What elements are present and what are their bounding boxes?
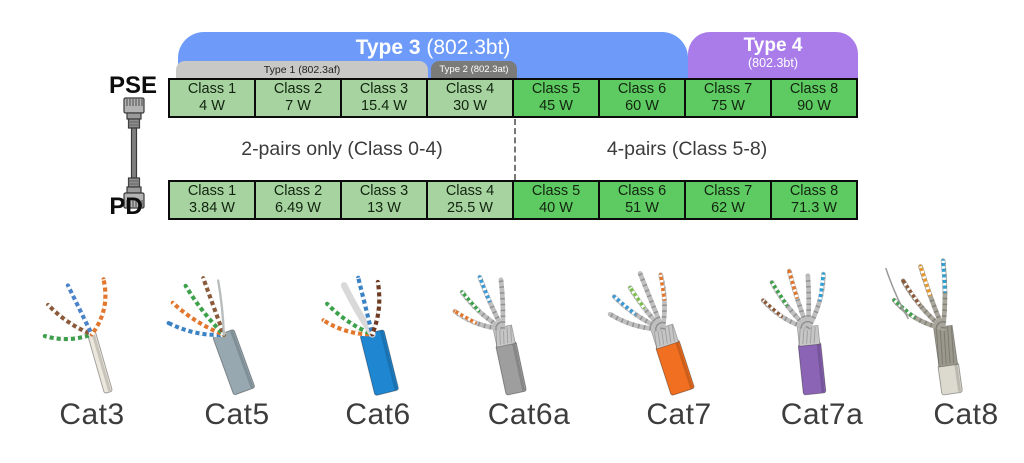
pse-cell-class6: Class 6 60 W — [598, 78, 686, 118]
cable-figure-cat6a: Cat6a — [452, 236, 604, 432]
cat6-cable-image — [321, 275, 399, 396]
pd-class2-power: 6.49 W — [275, 200, 321, 216]
ethernet-cable-icon — [123, 97, 145, 209]
cat5-cable-image — [166, 276, 255, 396]
cat7-label: Cat7 — [646, 398, 712, 431]
pse-class7-name: Class 7 — [703, 81, 753, 97]
pse-class3-power: 15.4 W — [361, 98, 407, 114]
cat6a-label: Cat6a — [487, 398, 571, 431]
cable-figure-cat6: Cat6 — [303, 236, 453, 432]
pd-cell-class2: Class 2 6.49 W — [254, 180, 342, 220]
pse-class2-name: Class 2 — [273, 81, 323, 97]
pd-label: PD — [109, 193, 143, 220]
pd-cell-class6: Class 6 51 W — [598, 180, 686, 220]
pd-class1-name: Class 1 — [187, 183, 237, 199]
cat7-cable-image — [607, 271, 695, 396]
cable-figure-cat5: Cat5 — [162, 236, 312, 432]
cat8-label: Cat8 — [933, 398, 999, 431]
pse-class4-power: 30 W — [453, 98, 487, 114]
pse-class6-name: Class 6 — [617, 81, 667, 97]
cable-figure-cat7a: Cat7a — [747, 236, 897, 432]
pse-class8-name: Class 8 — [789, 81, 839, 97]
pse-class6-power: 60 W — [625, 98, 659, 114]
cat7a-cable-image — [760, 268, 827, 396]
cat8-cable-image — [885, 258, 963, 396]
pd-class7-power: 62 W — [711, 200, 745, 216]
pd-cell-class7: Class 7 62 W — [684, 180, 772, 220]
cat7a-label: Cat7a — [780, 398, 864, 431]
pse-class2-power: 7 W — [285, 98, 311, 114]
pse-class7-power: 75 W — [711, 98, 745, 114]
type3-subtitle: (802.3bt) — [426, 36, 511, 59]
cat3-label: Cat3 — [59, 398, 125, 431]
type2-banner: Type 2 (802.3at) — [431, 61, 517, 78]
cat6-label: Cat6 — [345, 398, 411, 431]
pse-class3-name: Class 3 — [359, 81, 409, 97]
type4-subtitle: (802.3bt) — [747, 56, 799, 70]
pd-class4-power: 25.5 W — [447, 200, 493, 216]
pd-class3-power: 13 W — [367, 200, 401, 216]
pd-cell-class4: Class 4 25.5 W — [426, 180, 514, 220]
pd-class6-power: 51 W — [625, 200, 659, 216]
type4-title: Type 4 — [743, 35, 803, 56]
pd-cell-class3: Class 3 13 W — [340, 180, 428, 220]
cable-figure-cat3: Cat3 — [17, 236, 167, 432]
type3-banner-text: Type 3 (802.3bt) — [178, 35, 688, 61]
pd-cell-class5: Class 5 40 W — [512, 180, 600, 220]
pse-class8-power: 90 W — [797, 98, 831, 114]
type3-title: Type 3 — [355, 36, 421, 59]
pse-class1-power: 4 W — [199, 98, 225, 114]
pse-class5-name: Class 5 — [531, 81, 581, 97]
pd-class2-name: Class 2 — [273, 183, 323, 199]
cat3-cable-image — [42, 277, 113, 394]
pd-class4-name: Class 4 — [445, 183, 495, 199]
pse-label: PSE — [108, 72, 158, 99]
pse-class1-name: Class 1 — [187, 81, 237, 97]
cable-figure-cat7: Cat7 — [604, 236, 754, 432]
pse-cell-class5: Class 5 45 W — [512, 78, 600, 118]
pse-class4-name: Class 4 — [445, 81, 495, 97]
pd-class7-name: Class 7 — [703, 183, 753, 199]
two-pairs-note: 2-pairs only (Class 0-4) — [241, 137, 443, 160]
cat5-label: Cat5 — [204, 398, 270, 431]
cable-figure-cat8: Cat8 — [885, 236, 1024, 432]
pd-class8-power: 71.3 W — [791, 200, 837, 216]
pd-cell-class8: Class 8 71.3 W — [770, 180, 858, 220]
pd-cell-class1: Class 1 3.84 W — [168, 180, 256, 220]
pd-class3-name: Class 3 — [359, 183, 409, 199]
pd-class5-name: Class 5 — [531, 183, 581, 199]
type1-banner: Type 1 (802.3af) — [176, 61, 428, 78]
pairs-divider-line — [514, 119, 516, 180]
pd-class8-name: Class 8 — [789, 183, 839, 199]
pse-cell-class4: Class 4 30 W — [426, 78, 514, 118]
pse-cell-class8: Class 8 90 W — [770, 78, 858, 118]
four-pairs-note: 4-pairs (Class 5-8) — [606, 137, 768, 160]
cat6a-cable-image — [452, 274, 527, 396]
pd-class6-name: Class 6 — [617, 183, 667, 199]
pd-class5-power: 40 W — [539, 200, 573, 216]
pse-cell-class3: Class 3 15.4 W — [340, 78, 428, 118]
pse-class5-power: 45 W — [539, 98, 573, 114]
pse-cell-class7: Class 7 75 W — [684, 78, 772, 118]
type4-banner: Type 4 (802.3bt) — [688, 32, 858, 78]
pd-class-row: Class 1 3.84 W Class 2 6.49 W Class 3 13 W … — [168, 180, 858, 220]
pd-class1-power: 3.84 W — [189, 200, 235, 216]
